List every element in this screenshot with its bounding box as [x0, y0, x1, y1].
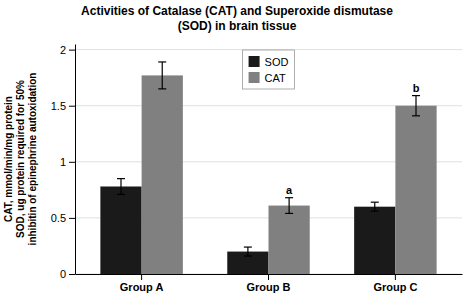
annotation: a: [286, 184, 293, 196]
legend-item: SOD: [249, 56, 289, 68]
y-tick-label: 2: [60, 44, 66, 56]
bar: [142, 75, 183, 274]
error-cap: [412, 95, 420, 96]
title-line: (SOD) in brain tissue: [178, 19, 297, 33]
error-bar: [285, 198, 293, 214]
bar: [395, 106, 436, 274]
error-line: [374, 202, 375, 211]
error-cap: [285, 197, 293, 198]
y-tick: 1: [60, 156, 75, 168]
error-cap: [412, 115, 420, 116]
error-line: [120, 179, 121, 195]
y-axis-title: CAT, mmol/min/mg proteinSOD, ug protein …: [3, 73, 38, 246]
error-cap: [158, 88, 166, 89]
y-tick-label: 1.5: [51, 100, 66, 112]
annotation: b: [413, 82, 420, 94]
bar: [269, 206, 310, 274]
x-tick-label: Group B: [247, 281, 291, 293]
x-axis: Group A Group B Group C: [76, 274, 463, 293]
x-tick-mark: [268, 274, 269, 280]
y-tick: 0.5: [51, 212, 75, 224]
y-axis-title-line: SOD, ug protein required for 50%: [15, 80, 26, 238]
y-tick-mark: [69, 274, 75, 275]
error-bar: [158, 62, 166, 89]
error-cap: [117, 194, 125, 195]
error-cap: [371, 202, 379, 203]
y-tick-mark: [69, 50, 75, 51]
error-bar: [117, 179, 125, 195]
error-line: [247, 247, 248, 256]
y-tick-mark: [69, 218, 75, 219]
x-tick-label: Group C: [373, 281, 417, 293]
error-line: [415, 96, 416, 116]
legend: SOD CAT: [243, 50, 295, 89]
grid: [75, 50, 462, 274]
marks: [100, 62, 436, 274]
error-cap: [117, 178, 125, 179]
title: Activities of Catalase (CAT) and Superox…: [81, 4, 393, 33]
y-tick-mark: [69, 162, 75, 163]
error-cap: [285, 213, 293, 214]
bar: [354, 207, 395, 274]
x-tick-mark: [141, 274, 142, 280]
x-tick: Group A: [120, 274, 164, 293]
x-tick-mark: [395, 274, 396, 280]
error-cap: [158, 61, 166, 62]
plot: 0 0.5 1 1.5 2 Group A Group B Group C a b CAT, mmo…: [3, 44, 463, 293]
error-bar: [244, 247, 252, 256]
x-tick: Group C: [373, 274, 417, 293]
error-line: [289, 198, 290, 214]
legend-label: CAT: [265, 72, 286, 84]
y-tick-label: 0.5: [51, 212, 66, 224]
y-tick: 2: [60, 44, 75, 56]
error-cap: [371, 211, 379, 212]
error-line: [162, 62, 163, 89]
x-tick-label: Group A: [120, 281, 164, 293]
y-axis-title-line: inhibitin of epinephrine autoxidation: [27, 73, 38, 246]
error-cap: [244, 246, 252, 247]
y-tick-mark: [69, 106, 75, 107]
error-bar: [412, 96, 420, 116]
y-axis-line: [75, 45, 76, 275]
y-tick-label: 1: [60, 156, 66, 168]
chart: 0 0.5 1 1.5 2 Group A Group B Group C a b CAT, mmo…: [0, 0, 474, 302]
x-tick: Group B: [247, 274, 291, 293]
legend-item: CAT: [249, 72, 286, 84]
y-axis-title-line: CAT, mmol/min/mg protein: [3, 96, 14, 222]
legend-label: SOD: [265, 56, 289, 68]
error-cap: [244, 255, 252, 256]
y-tick-label: 0: [60, 268, 66, 280]
legend-swatch: [249, 72, 260, 83]
y-tick: 1.5: [51, 100, 75, 112]
legend-frame: [243, 50, 295, 89]
y-axis: 0 0.5 1 1.5 2: [51, 44, 76, 280]
series: [142, 62, 437, 274]
bar: [100, 186, 141, 274]
legend-swatch: [249, 56, 260, 67]
error-bar: [371, 202, 379, 211]
title-line: Activities of Catalase (CAT) and Superox…: [81, 4, 393, 18]
y-tick: 0: [60, 268, 75, 280]
